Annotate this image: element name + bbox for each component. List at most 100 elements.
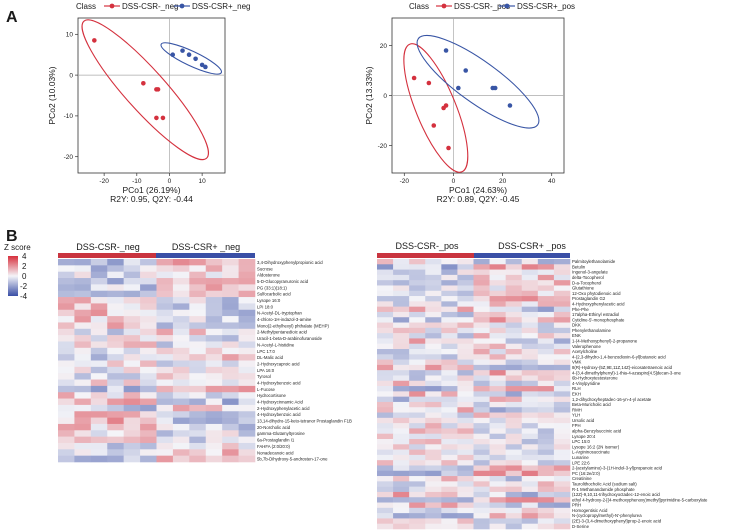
heatmap-cell bbox=[409, 507, 426, 514]
heatmap-cell bbox=[489, 306, 506, 313]
heatmap-cell bbox=[90, 379, 108, 387]
heatmap-cell bbox=[473, 290, 490, 297]
heatmap-cell bbox=[140, 341, 157, 349]
heatmap-cell bbox=[377, 370, 394, 376]
row-label: 5-D-Glucopyranuronic acid bbox=[257, 279, 309, 284]
heatmap-cell bbox=[140, 354, 157, 361]
heatmap-cell bbox=[457, 497, 474, 503]
heatmap-cell bbox=[58, 392, 75, 399]
heatmap-cell bbox=[377, 280, 394, 286]
x-tick-label: 10 bbox=[199, 178, 207, 185]
heatmap-cell bbox=[441, 423, 458, 429]
heatmap-cell bbox=[553, 439, 571, 445]
heatmap-cell bbox=[537, 301, 555, 307]
heatmap-cell bbox=[238, 309, 256, 317]
heatmap-cell bbox=[537, 349, 555, 355]
heatmap-cell bbox=[123, 278, 141, 285]
heatmap-cell bbox=[441, 417, 458, 424]
heatmap-cell bbox=[425, 354, 442, 360]
row-label: PG (33:1)(18:1) bbox=[257, 285, 287, 290]
group-label: DSS-CSR-_pos bbox=[395, 241, 459, 251]
heatmap-cell bbox=[553, 269, 571, 276]
heatmap-cell bbox=[107, 297, 124, 304]
data-point bbox=[456, 85, 461, 91]
heatmap-cell bbox=[521, 327, 539, 334]
row-label: 6b-Hydroxytestosterone bbox=[572, 376, 618, 381]
heatmap-cell bbox=[521, 380, 539, 387]
heatmap-cell bbox=[553, 354, 571, 360]
heatmap-cell bbox=[473, 359, 490, 366]
heatmap-cell bbox=[473, 343, 490, 350]
heatmap-cell bbox=[107, 417, 124, 425]
heatmap-cell bbox=[58, 366, 75, 374]
data-point bbox=[431, 123, 437, 128]
heatmap-cell bbox=[74, 360, 92, 368]
heatmap-cell bbox=[553, 454, 571, 461]
data-point bbox=[446, 145, 451, 151]
heatmap-cell bbox=[441, 391, 458, 397]
heatmap-cell bbox=[505, 513, 523, 519]
heatmap-cell bbox=[457, 523, 474, 530]
heatmap-cell bbox=[156, 284, 174, 292]
heatmap-cell bbox=[473, 481, 490, 487]
heatmap-cell bbox=[156, 379, 174, 387]
heatmap-cell bbox=[156, 411, 174, 418]
heatmap-cell bbox=[505, 274, 523, 281]
heatmap-cell bbox=[521, 386, 539, 392]
heatmap-cell bbox=[425, 338, 442, 345]
heatmap-cell bbox=[473, 401, 490, 408]
heatmap-cell bbox=[425, 359, 442, 366]
heatmap-cell bbox=[505, 296, 523, 302]
heatmap-cell bbox=[537, 396, 555, 403]
heatmap-cell bbox=[537, 269, 555, 276]
heatmap-cell bbox=[457, 433, 474, 440]
heatmap-cell bbox=[489, 502, 506, 509]
heatmap-cell bbox=[189, 392, 207, 399]
heatmap-cell bbox=[489, 401, 506, 408]
heatmap-cell bbox=[377, 476, 394, 482]
heatmap-cell bbox=[107, 379, 124, 387]
heatmap-cell bbox=[537, 375, 555, 382]
heatmap-cell bbox=[553, 433, 571, 440]
heatmap-cell bbox=[222, 328, 239, 336]
heatmap-cell bbox=[90, 404, 108, 412]
heatmap-cell bbox=[90, 411, 108, 418]
heatmap-cell bbox=[90, 303, 108, 311]
heatmap-cell bbox=[205, 417, 223, 425]
heatmap-cell bbox=[473, 454, 490, 461]
heatmap-cell bbox=[123, 335, 141, 342]
heatmap-cell bbox=[238, 398, 256, 406]
heatmap-cell bbox=[409, 491, 426, 498]
heatmap-cell bbox=[393, 491, 410, 498]
row-label: 1-(4-Methoxyphenyl)-2-propanone bbox=[572, 339, 638, 344]
heatmap-cell bbox=[441, 327, 458, 334]
heatmap-cell bbox=[90, 316, 108, 323]
heatmap-cell bbox=[441, 523, 458, 530]
heatmap-cell bbox=[222, 297, 239, 304]
heatmap-cell bbox=[123, 373, 141, 380]
heatmap-cell bbox=[425, 349, 442, 355]
heatmap-cell bbox=[58, 271, 75, 279]
heatmap-cell bbox=[58, 297, 75, 304]
heatmap-cell bbox=[189, 259, 207, 266]
heatmap-cell bbox=[377, 301, 394, 307]
y-axis-label: PCo2 (10.03%) bbox=[47, 66, 57, 124]
heatmap-cell bbox=[473, 444, 490, 450]
heatmap-cell bbox=[441, 375, 458, 382]
row-label: 2-(acetylamino)-3-(1H-indol-3-yl)propano… bbox=[572, 466, 663, 471]
heatmap-cell bbox=[205, 436, 223, 444]
heatmap-cell bbox=[553, 290, 571, 297]
heatmap-cell bbox=[377, 322, 394, 329]
heatmap-cell bbox=[238, 449, 256, 456]
heatmap-cell bbox=[393, 296, 410, 302]
heatmap-cell bbox=[140, 303, 157, 311]
heatmap-cell bbox=[222, 265, 239, 272]
heatmap-cell bbox=[457, 396, 474, 403]
heatmap-cell bbox=[473, 333, 490, 339]
heatmap-cell bbox=[205, 284, 223, 292]
heatmap-cell bbox=[377, 518, 394, 525]
heatmap-cell bbox=[409, 502, 426, 509]
heatmap-cell bbox=[205, 404, 223, 412]
heatmap-cell bbox=[393, 507, 410, 514]
row-label: alpha-Benzylsuccinic acid bbox=[572, 429, 622, 434]
